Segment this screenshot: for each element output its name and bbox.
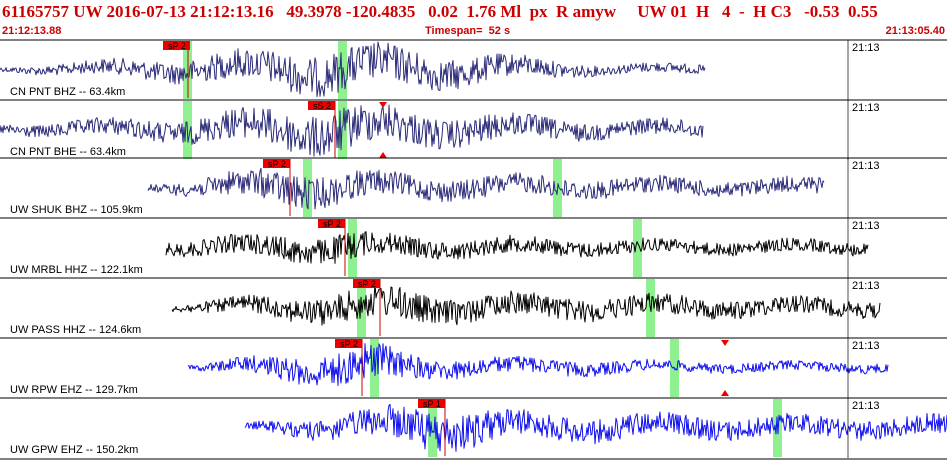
arrival-highlight — [303, 159, 312, 217]
channel-label: CN PNT BHE -- 63.4km — [10, 146, 126, 158]
phase-pick-tag[interactable] — [163, 41, 190, 50]
phase-pick-label: sP 2 — [268, 159, 286, 169]
waveform — [147, 167, 825, 210]
waveform — [0, 104, 704, 157]
channel-label: UW RPW EHZ -- 129.7km — [10, 384, 138, 396]
phase-pick-tag[interactable] — [335, 339, 362, 348]
timespan-label: Timespan= 52 s — [425, 25, 511, 37]
trace-row[interactable]: sP 2 21:13 UW SHUK BHZ -- 105.9km — [0, 157, 947, 218]
phase-pick-label: sP 2 — [358, 279, 376, 289]
phase-pick-tag[interactable] — [353, 279, 380, 288]
trace-row[interactable]: sP 2 21:13 CN PNT BHZ -- 63.4km — [0, 39, 947, 100]
minute-tick-label: 21:13 — [852, 340, 880, 352]
event-summary-title: 61165757 UW 2016-07-13 21:12:13.16 49.39… — [2, 2, 878, 21]
amplitude-marker-icon — [721, 340, 729, 346]
phase-pick-tag[interactable] — [418, 399, 445, 408]
channel-label: UW SHUK BHZ -- 105.9km — [10, 204, 143, 216]
minute-tick-label: 21:13 — [852, 400, 880, 412]
waveform — [0, 41, 706, 98]
waveform — [187, 343, 889, 386]
event-header: 61165757 UW 2016-07-13 21:12:13.16 49.39… — [0, 0, 947, 40]
phase-pick-tag[interactable] — [318, 219, 345, 228]
phase-pick-tag[interactable] — [308, 101, 335, 110]
channel-label: UW MRBL HHZ -- 122.1km — [10, 264, 143, 276]
amplitude-marker-icon — [721, 390, 729, 396]
minute-tick-label: 21:13 — [852, 102, 880, 114]
waveform — [244, 403, 947, 452]
trace-row[interactable]: sP 2 21:13 UW MRBL HHZ -- 122.1km — [0, 217, 947, 278]
trace-row[interactable]: sP 2 21:13 UW RPW EHZ -- 129.7km — [0, 337, 947, 398]
minute-tick-label: 21:13 — [852, 280, 880, 292]
window-start-time: 21:12:13.88 — [2, 25, 62, 37]
phase-pick-label: sP 2 — [168, 41, 186, 51]
trace-row[interactable]: sP 2 21:13 UW PASS HHZ -- 124.6km — [0, 277, 947, 338]
minute-tick-label: 21:13 — [852, 160, 880, 172]
amplitude-marker-icon — [379, 152, 387, 158]
channel-label: UW PASS HHZ -- 124.6km — [10, 324, 141, 336]
phase-pick-label: sP 1 — [423, 399, 441, 409]
trace-row[interactable]: sS 2 21:13 CN PNT BHE -- 63.4km — [0, 99, 947, 160]
phase-pick-label: sP 2 — [323, 219, 341, 229]
arrival-highlight — [338, 101, 347, 159]
minute-tick-label: 21:13 — [852, 220, 880, 232]
amplitude-marker-icon — [379, 102, 387, 108]
phase-pick-label: sP 2 — [340, 339, 358, 349]
phase-pick-label: sS 2 — [313, 101, 331, 111]
minute-tick-label: 21:13 — [852, 42, 880, 54]
waveform — [171, 282, 881, 326]
arrival-highlight — [428, 399, 437, 457]
channel-label: CN PNT BHZ -- 63.4km — [10, 86, 125, 98]
channel-label: UW GPW EHZ -- 150.2km — [10, 444, 138, 456]
phase-pick-tag[interactable] — [263, 159, 290, 168]
window-end-time: 21:13:05.40 — [885, 25, 945, 37]
arrival-highlight — [633, 219, 642, 277]
trace-row[interactable]: sP 1 21:13 UW GPW EHZ -- 150.2km — [0, 397, 947, 458]
waveform — [165, 231, 869, 264]
